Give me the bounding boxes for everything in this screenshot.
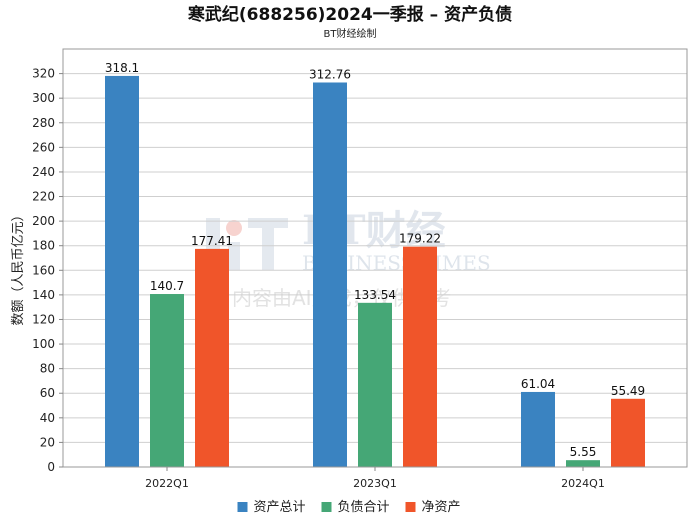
y-tick-label: 300 (32, 91, 55, 105)
data-label: 177.41 (191, 234, 233, 248)
data-label: 318.1 (105, 61, 139, 75)
watermark-logo-bar-mid (228, 242, 240, 270)
y-tick-labels: 0 20 40 60 80 100 120 140 160 180 200 220 240 260 280 3… (32, 67, 55, 474)
y-tick-label: 320 (32, 67, 55, 81)
legend: 资产总计 负债合计 净资产 (237, 500, 461, 515)
legend-label: 资产总计 (254, 500, 306, 515)
y-tick-label: 260 (32, 140, 55, 154)
bar (105, 75, 139, 467)
y-tick-label: 60 (40, 386, 55, 400)
data-labels: 318.1 140.7 177.41 312.76 133.54 179.22 61.04 5… (105, 61, 645, 459)
bar (358, 302, 392, 467)
data-label: 133.54 (354, 288, 396, 302)
bar (611, 398, 645, 467)
y-tick-label: 80 (40, 362, 55, 376)
legend-swatch (237, 502, 248, 512)
y-tick-label: 20 (40, 435, 55, 449)
chart-subtitle: BT财经绘制 (324, 27, 377, 40)
y-tick-label: 160 (32, 263, 55, 277)
legend-swatch (321, 502, 332, 512)
data-label: 5.55 (570, 445, 597, 459)
data-label: 312.76 (309, 67, 351, 81)
y-tick-label: 180 (32, 239, 55, 253)
bar (521, 391, 555, 467)
y-tick-label: 200 (32, 214, 55, 228)
legend-label: 净资产 (422, 500, 461, 515)
x-category-label: 2024Q1 (561, 477, 605, 490)
x-category-label: 2023Q1 (353, 477, 397, 490)
data-label: 140.7 (150, 279, 184, 293)
data-label: 61.04 (521, 377, 555, 391)
bar (150, 294, 184, 467)
x-category-labels: 2022Q1 2023Q1 2024Q1 (145, 477, 605, 490)
bars (105, 75, 645, 468)
legend-label: 负债合计 (338, 500, 390, 515)
y-tick-label: 280 (32, 116, 55, 130)
y-axis-label: 数额（人民币亿元） (11, 208, 26, 325)
y-tick-label: 40 (40, 411, 55, 425)
axes (59, 48, 688, 471)
bar (195, 248, 229, 467)
data-label: 55.49 (611, 384, 645, 398)
x-category-label: 2022Q1 (145, 477, 189, 490)
bar (403, 246, 437, 467)
y-tick-label: 120 (32, 312, 55, 326)
legend-swatch (405, 502, 416, 512)
y-tick-label: 240 (32, 165, 55, 179)
y-tick-label: 140 (32, 288, 55, 302)
data-label: 179.22 (399, 232, 441, 246)
y-tick-label: 0 (47, 460, 55, 474)
watermark-logo-bar-top (248, 218, 288, 228)
y-tick-label: 100 (32, 337, 55, 351)
watermark-logo-bar-stem (262, 228, 274, 270)
watermark-logo-dot (226, 220, 242, 236)
bar (566, 460, 600, 467)
bar (313, 82, 347, 468)
y-tick-label: 220 (32, 190, 55, 204)
chart-title: 寒武纪(688256)2024一季报 – 资产负债 (188, 4, 512, 25)
